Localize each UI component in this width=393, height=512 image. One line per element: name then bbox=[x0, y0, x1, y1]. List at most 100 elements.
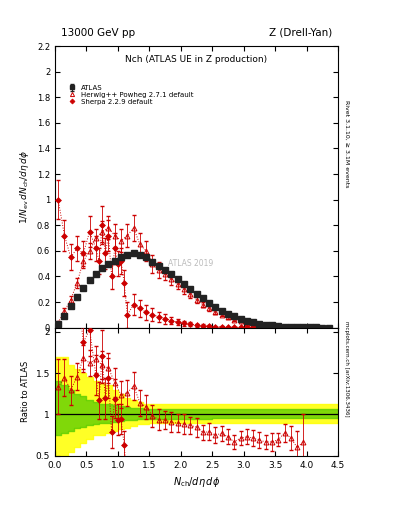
Text: Nch (ATLAS UE in Z production): Nch (ATLAS UE in Z production) bbox=[125, 55, 268, 63]
Sherpa 2.2.9 default bbox=[87, 228, 92, 234]
Herwig++ Powheg 2.7.1 default bbox=[213, 309, 218, 315]
Herwig++ Powheg 2.7.1 default bbox=[276, 324, 281, 330]
Sherpa 2.2.9 default bbox=[103, 250, 108, 257]
Sherpa 2.2.9 default bbox=[295, 325, 299, 331]
Herwig++ Powheg 2.7.1 default bbox=[112, 232, 117, 239]
Sherpa 2.2.9 default bbox=[238, 324, 243, 330]
Herwig++ Powheg 2.7.1 default bbox=[106, 225, 111, 231]
Herwig++ Powheg 2.7.1 default bbox=[207, 305, 211, 311]
Sherpa 2.2.9 default bbox=[219, 324, 224, 330]
Sherpa 2.2.9 default bbox=[122, 280, 127, 286]
Sherpa 2.2.9 default bbox=[100, 222, 105, 228]
Herwig++ Powheg 2.7.1 default bbox=[238, 318, 243, 325]
Sherpa 2.2.9 default bbox=[257, 325, 262, 331]
Sherpa 2.2.9 default bbox=[182, 321, 186, 327]
Line: Sherpa 2.2.9 default: Sherpa 2.2.9 default bbox=[56, 198, 299, 330]
Herwig++ Powheg 2.7.1 default bbox=[169, 276, 174, 282]
Sherpa 2.2.9 default bbox=[207, 323, 211, 329]
Herwig++ Powheg 2.7.1 default bbox=[62, 308, 67, 314]
Herwig++ Powheg 2.7.1 default bbox=[94, 235, 98, 241]
Herwig++ Powheg 2.7.1 default bbox=[282, 324, 287, 330]
Sherpa 2.2.9 default bbox=[112, 245, 117, 251]
Herwig++ Powheg 2.7.1 default bbox=[251, 321, 255, 327]
Herwig++ Powheg 2.7.1 default bbox=[131, 225, 136, 231]
Herwig++ Powheg 2.7.1 default bbox=[87, 248, 92, 254]
Herwig++ Powheg 2.7.1 default bbox=[125, 232, 130, 239]
Herwig++ Powheg 2.7.1 default bbox=[270, 323, 274, 329]
Line: Herwig++ Powheg 2.7.1 default: Herwig++ Powheg 2.7.1 default bbox=[56, 225, 331, 330]
Sherpa 2.2.9 default bbox=[56, 197, 61, 203]
Herwig++ Powheg 2.7.1 default bbox=[144, 248, 149, 254]
Herwig++ Powheg 2.7.1 default bbox=[138, 242, 142, 248]
Sherpa 2.2.9 default bbox=[116, 261, 120, 267]
Herwig++ Powheg 2.7.1 default bbox=[175, 281, 180, 287]
Sherpa 2.2.9 default bbox=[106, 232, 111, 239]
Sherpa 2.2.9 default bbox=[213, 324, 218, 330]
Sherpa 2.2.9 default bbox=[81, 250, 86, 257]
Sherpa 2.2.9 default bbox=[156, 314, 161, 320]
Herwig++ Powheg 2.7.1 default bbox=[219, 312, 224, 318]
Sherpa 2.2.9 default bbox=[251, 325, 255, 331]
Legend: ATLAS, Herwig++ Powheg 2.7.1 default, Sherpa 2.2.9 default: ATLAS, Herwig++ Powheg 2.7.1 default, Sh… bbox=[64, 83, 195, 106]
Sherpa 2.2.9 default bbox=[75, 245, 79, 251]
Sherpa 2.2.9 default bbox=[232, 324, 237, 330]
Herwig++ Powheg 2.7.1 default bbox=[244, 319, 249, 326]
Sherpa 2.2.9 default bbox=[125, 312, 130, 318]
Herwig++ Powheg 2.7.1 default bbox=[326, 325, 331, 331]
Sherpa 2.2.9 default bbox=[119, 258, 123, 264]
Herwig++ Powheg 2.7.1 default bbox=[314, 325, 318, 331]
Sherpa 2.2.9 default bbox=[270, 325, 274, 331]
Herwig++ Powheg 2.7.1 default bbox=[301, 325, 306, 331]
Herwig++ Powheg 2.7.1 default bbox=[188, 291, 193, 297]
Herwig++ Powheg 2.7.1 default bbox=[295, 324, 299, 330]
Sherpa 2.2.9 default bbox=[62, 232, 67, 239]
Text: ATLAS 2019: ATLAS 2019 bbox=[168, 259, 213, 268]
Text: Rivet 3.1.10, ≥ 3.1M events: Rivet 3.1.10, ≥ 3.1M events bbox=[344, 100, 349, 187]
Y-axis label: $1/N_\mathrm{ev}\,dN_\mathrm{ch}/d\eta\,d\phi$: $1/N_\mathrm{ev}\,dN_\mathrm{ch}/d\eta\,… bbox=[18, 150, 31, 224]
Herwig++ Powheg 2.7.1 default bbox=[307, 325, 312, 331]
Sherpa 2.2.9 default bbox=[288, 325, 293, 331]
Sherpa 2.2.9 default bbox=[109, 273, 114, 280]
Text: 13000 GeV pp: 13000 GeV pp bbox=[61, 28, 135, 37]
Herwig++ Powheg 2.7.1 default bbox=[200, 302, 205, 308]
Sherpa 2.2.9 default bbox=[150, 312, 155, 318]
Herwig++ Powheg 2.7.1 default bbox=[263, 323, 268, 329]
Herwig++ Powheg 2.7.1 default bbox=[156, 267, 161, 273]
Sherpa 2.2.9 default bbox=[200, 323, 205, 329]
Sherpa 2.2.9 default bbox=[131, 302, 136, 308]
Text: Z (Drell-Yan): Z (Drell-Yan) bbox=[269, 28, 332, 37]
Sherpa 2.2.9 default bbox=[244, 325, 249, 331]
Herwig++ Powheg 2.7.1 default bbox=[226, 314, 230, 321]
Text: mcplots.cern.ch [arXiv:1306.3436]: mcplots.cern.ch [arXiv:1306.3436] bbox=[344, 321, 349, 416]
Sherpa 2.2.9 default bbox=[144, 309, 149, 315]
Sherpa 2.2.9 default bbox=[68, 254, 73, 260]
Herwig++ Powheg 2.7.1 default bbox=[68, 296, 73, 303]
Herwig++ Powheg 2.7.1 default bbox=[257, 322, 262, 328]
Sherpa 2.2.9 default bbox=[226, 324, 230, 330]
Sherpa 2.2.9 default bbox=[163, 315, 167, 322]
Sherpa 2.2.9 default bbox=[169, 317, 174, 324]
Y-axis label: Ratio to ATLAS: Ratio to ATLAS bbox=[21, 361, 30, 422]
Sherpa 2.2.9 default bbox=[194, 322, 199, 328]
Sherpa 2.2.9 default bbox=[175, 319, 180, 325]
Sherpa 2.2.9 default bbox=[188, 322, 193, 328]
Sherpa 2.2.9 default bbox=[263, 325, 268, 331]
Herwig++ Powheg 2.7.1 default bbox=[119, 238, 123, 244]
Sherpa 2.2.9 default bbox=[276, 325, 281, 331]
Herwig++ Powheg 2.7.1 default bbox=[100, 228, 105, 234]
Herwig++ Powheg 2.7.1 default bbox=[182, 286, 186, 292]
Herwig++ Powheg 2.7.1 default bbox=[288, 324, 293, 330]
Sherpa 2.2.9 default bbox=[97, 258, 101, 264]
Herwig++ Powheg 2.7.1 default bbox=[56, 319, 61, 326]
X-axis label: $N_\mathrm{ch}/d\eta\,d\phi$: $N_\mathrm{ch}/d\eta\,d\phi$ bbox=[173, 475, 220, 489]
Herwig++ Powheg 2.7.1 default bbox=[194, 296, 199, 303]
Herwig++ Powheg 2.7.1 default bbox=[150, 261, 155, 267]
Sherpa 2.2.9 default bbox=[138, 305, 142, 311]
Herwig++ Powheg 2.7.1 default bbox=[81, 258, 86, 264]
Herwig++ Powheg 2.7.1 default bbox=[232, 317, 237, 323]
Herwig++ Powheg 2.7.1 default bbox=[163, 271, 167, 277]
Sherpa 2.2.9 default bbox=[282, 325, 287, 331]
Sherpa 2.2.9 default bbox=[94, 245, 98, 251]
Herwig++ Powheg 2.7.1 default bbox=[320, 325, 325, 331]
Herwig++ Powheg 2.7.1 default bbox=[75, 280, 79, 286]
